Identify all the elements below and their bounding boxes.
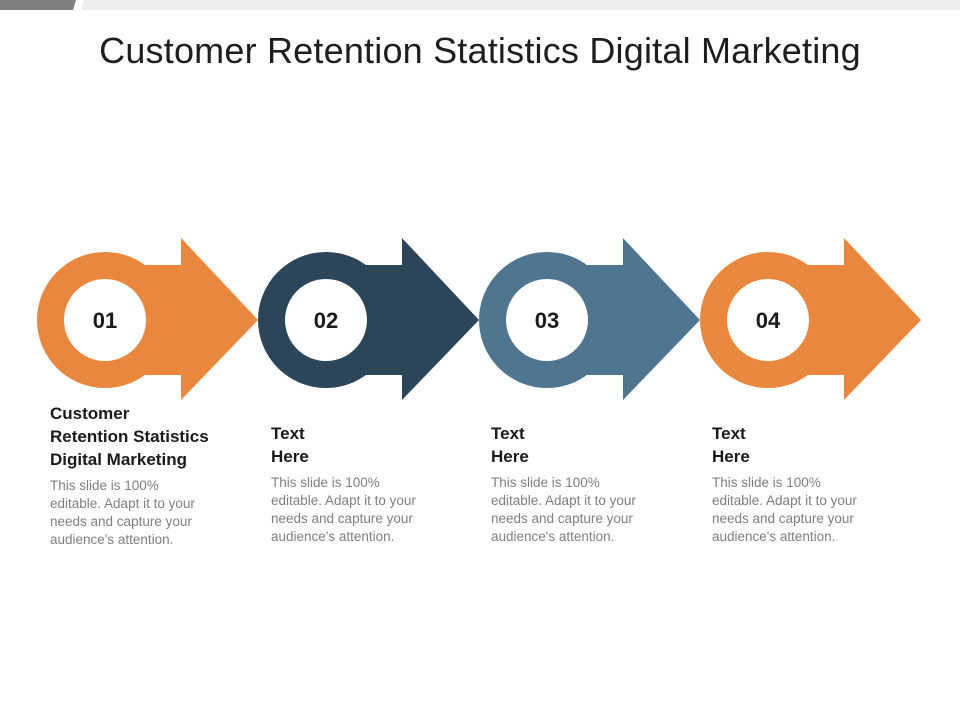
- step-1-heading-line: Digital Marketing: [50, 450, 187, 469]
- step-1-description-line: editable. Adapt it to your: [50, 496, 195, 511]
- step-4-heading: Text Here: [712, 422, 897, 468]
- step-3-description-line: This slide is 100%: [491, 475, 600, 490]
- step-4-description-line: audience's attention.: [712, 529, 836, 544]
- step-3-heading: Text Here: [491, 422, 676, 468]
- step-1-heading-line: Customer: [50, 404, 130, 423]
- top-bar-dark-segment: [0, 0, 76, 10]
- step-4-description-line: This slide is 100%: [712, 475, 821, 490]
- step-3-number: 03: [535, 308, 559, 333]
- step-3-description-line: editable. Adapt it to your: [491, 493, 636, 508]
- step-2-description: This slide is 100% editable. Adapt it to…: [271, 474, 456, 546]
- step-4-number: 04: [756, 308, 781, 333]
- step-2-description-line: editable. Adapt it to your: [271, 493, 416, 508]
- step-4-inner-circle: [727, 279, 809, 361]
- step-2-heading: Text Here: [271, 422, 456, 468]
- step-4-text: Text Here This slide is 100% editable. A…: [712, 422, 897, 546]
- step-1-text: Customer Retention Statistics Digital Ma…: [50, 402, 235, 549]
- step-2-text: Text Here This slide is 100% editable. A…: [271, 422, 456, 546]
- step-3-description-line: needs and capture your: [491, 511, 633, 526]
- step-1-heading: Customer Retention Statistics Digital Ma…: [50, 402, 235, 471]
- step-3-text: Text Here This slide is 100% editable. A…: [491, 422, 676, 546]
- step-2-description-line: audience's attention.: [271, 529, 395, 544]
- step-2-description-line: needs and capture your: [271, 511, 413, 526]
- step-4-description-line: editable. Adapt it to your: [712, 493, 857, 508]
- step-arrow-1: 01: [37, 238, 258, 400]
- step-1-description-line: audience's attention.: [50, 532, 174, 547]
- step-1-number: 01: [93, 308, 117, 333]
- step-2-number: 02: [314, 308, 338, 333]
- step-2-heading-line: Here: [271, 447, 309, 466]
- step-3-heading-line: Text: [491, 424, 525, 443]
- step-2-description-line: This slide is 100%: [271, 475, 380, 490]
- step-1-inner-circle: [64, 279, 146, 361]
- step-arrow-2: 02: [258, 238, 479, 400]
- top-bar-light-segment: [81, 0, 960, 10]
- step-3-heading-line: Here: [491, 447, 529, 466]
- top-decorative-bar: [0, 0, 960, 10]
- step-1-description-line: This slide is 100%: [50, 478, 159, 493]
- step-3-inner-circle: [506, 279, 588, 361]
- page-title: Customer Retention Statistics Digital Ma…: [99, 30, 861, 71]
- step-2-heading-line: Text: [271, 424, 305, 443]
- step-arrow-3: 03: [479, 238, 700, 400]
- step-2-inner-circle: [285, 279, 367, 361]
- step-1-description-line: needs and capture your: [50, 514, 192, 529]
- step-3-description-line: audience's attention.: [491, 529, 615, 544]
- step-4-arrow-shape: [808, 238, 921, 400]
- step-1-description: This slide is 100% editable. Adapt it to…: [50, 477, 235, 549]
- step-4-description: This slide is 100% editable. Adapt it to…: [712, 474, 897, 546]
- step-1-arrow-shape: [145, 238, 258, 400]
- step-4-description-line: needs and capture your: [712, 511, 854, 526]
- step-4-heading-line: Here: [712, 447, 750, 466]
- step-3-arrow-shape: [587, 238, 700, 400]
- step-arrow-4: 04: [700, 238, 921, 400]
- step-4-heading-line: Text: [712, 424, 746, 443]
- step-1-heading-line: Retention Statistics: [50, 427, 209, 446]
- step-2-arrow-shape: [366, 238, 479, 400]
- step-3-description: This slide is 100% editable. Adapt it to…: [491, 474, 676, 546]
